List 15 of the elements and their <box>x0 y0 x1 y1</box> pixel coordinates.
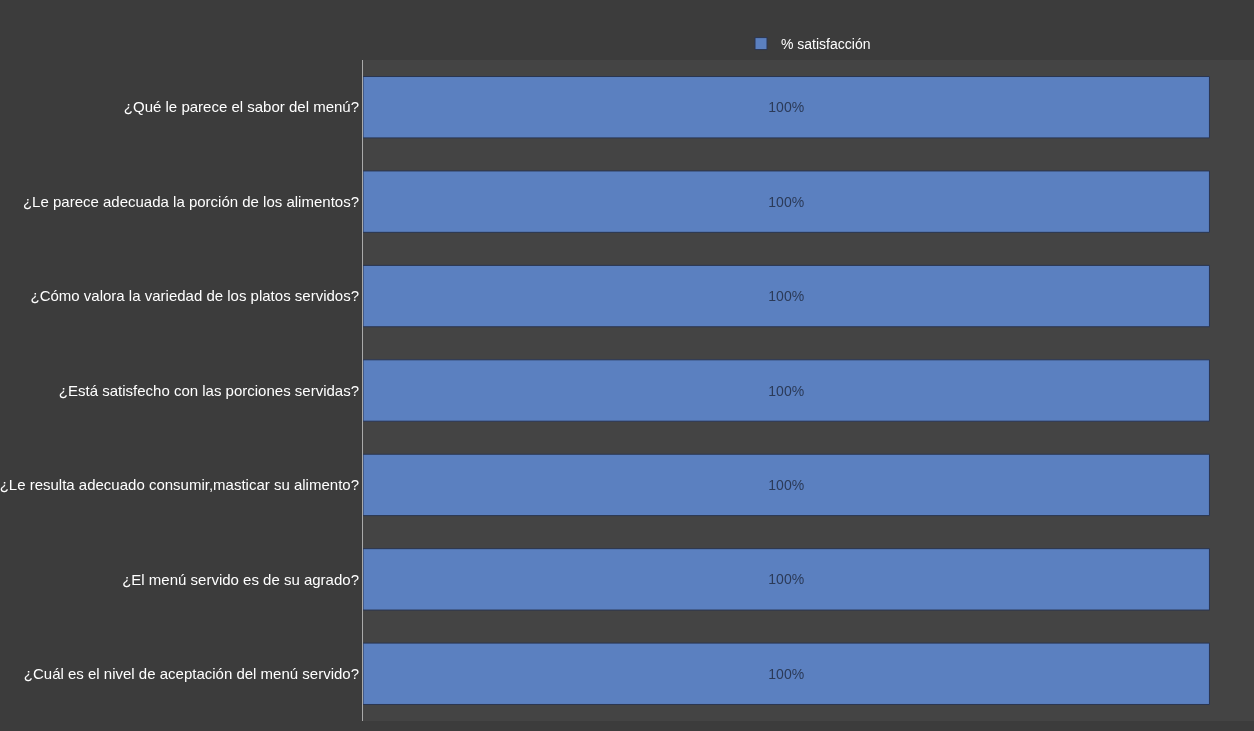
data-label: 100% <box>768 665 805 682</box>
data-label: 100% <box>768 193 805 210</box>
y-tick-label: ¿Está satisfecho con las porciones servidas? <box>58 381 359 399</box>
y-tick-label: ¿Cómo valora la variedad de los platos servidos? <box>30 287 359 305</box>
legend-label: % satisfacción <box>781 36 871 53</box>
y-tick-label: ¿Qué le parece el sabor del menú? <box>123 98 359 116</box>
data-label: 100% <box>768 288 805 305</box>
data-label: 100% <box>768 476 805 493</box>
y-tick-label: ¿Le resulta adecuado consumir,masticar su alimento? <box>0 476 359 494</box>
data-label: 100% <box>768 99 805 116</box>
y-tick-label: ¿Le parece adecuada la porción de los alimentos? <box>22 192 359 210</box>
data-label: 100% <box>768 382 805 399</box>
y-tick-label: ¿El menú servido es de su agrado? <box>122 570 359 588</box>
data-label: 100% <box>768 571 805 588</box>
y-tick-label: ¿Cuál es el nivel de aceptación del menú servido? <box>23 665 359 683</box>
